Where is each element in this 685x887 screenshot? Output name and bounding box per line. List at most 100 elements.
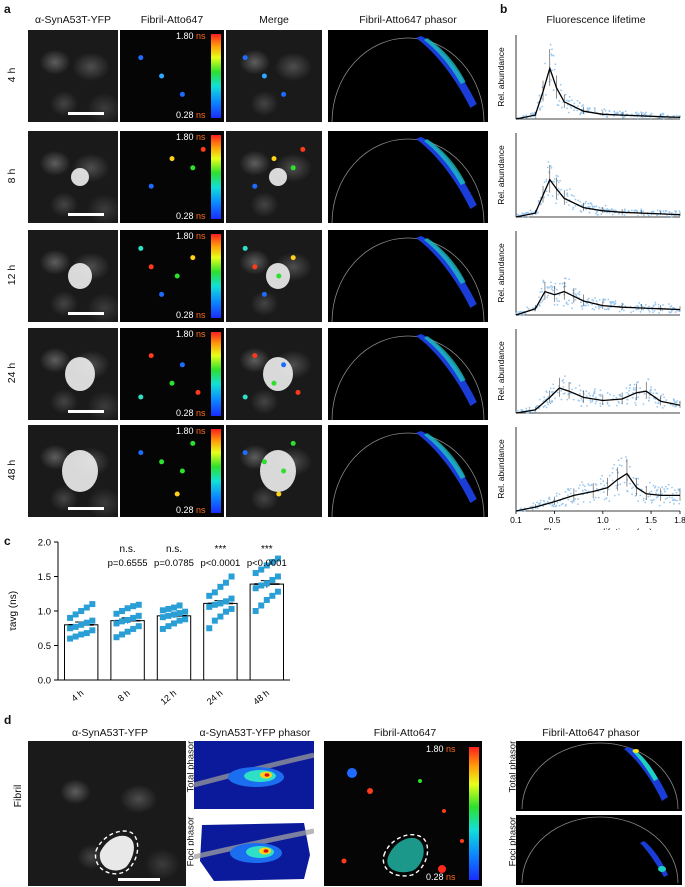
- scatter-point: [587, 297, 590, 300]
- scatter-point: [566, 192, 569, 195]
- scatter-point: [618, 464, 621, 467]
- scatter-point: [593, 391, 596, 394]
- scatter-point: [612, 301, 615, 304]
- scatter-point: [522, 313, 525, 316]
- scatter-point: [628, 465, 631, 468]
- data-point: [72, 611, 79, 618]
- scatter-point: [668, 311, 671, 313]
- scatter-point: [560, 503, 563, 506]
- scatter-point: [633, 383, 636, 386]
- scatter-point: [649, 117, 652, 120]
- scatter-point: [673, 502, 675, 505]
- scatter-point: [564, 277, 567, 280]
- y-axis-label: Rel. abundance: [496, 439, 506, 499]
- scatter-point: [524, 312, 527, 315]
- scatter-point: [636, 304, 638, 307]
- scatter-point: [670, 211, 673, 214]
- scatter-point: [547, 194, 550, 197]
- scatter-point: [542, 406, 545, 408]
- row-label-1: 8 h: [6, 168, 18, 184]
- scatter-point: [565, 99, 568, 102]
- scatter-point: [605, 497, 608, 499]
- scatter-point: [673, 489, 676, 492]
- data-point: [182, 608, 189, 615]
- scatter-point: [675, 491, 678, 494]
- mean-line: [515, 66, 681, 120]
- scatter-point: [627, 209, 630, 212]
- y-tick-label: 1.0: [38, 607, 51, 618]
- scatter-point: [634, 494, 637, 497]
- scatter-point: [659, 209, 662, 212]
- scatter-point: [572, 208, 574, 211]
- d-col-title-yfp: α-SynA53T-YFP: [71, 727, 149, 739]
- significance-mark: ***: [261, 544, 273, 555]
- data-point: [252, 570, 259, 577]
- scatter-point: [574, 498, 577, 500]
- data-point: [130, 614, 137, 621]
- scatter-point: [642, 499, 645, 502]
- colorbar-max-1: 1.80 ns: [176, 132, 206, 142]
- scatter-point: [661, 309, 664, 312]
- panel-d-label: d: [4, 713, 12, 727]
- scatter-point: [545, 391, 548, 394]
- colorbar-min-0: 0.28 ns: [176, 110, 206, 120]
- scatter-point: [551, 48, 553, 51]
- scatter-point: [589, 394, 591, 397]
- scatter-point: [674, 499, 677, 502]
- scatter-point: [652, 392, 655, 395]
- scatter-point: [672, 499, 675, 501]
- scatter-point: [617, 112, 619, 115]
- scatter-point: [546, 166, 549, 169]
- y-axis-label: Rel. abundance: [496, 47, 506, 107]
- scatter-point: [652, 484, 655, 487]
- scatter-point: [574, 387, 577, 389]
- scatter-point: [548, 498, 551, 501]
- data-point: [274, 573, 281, 580]
- scatter-point: [650, 490, 653, 493]
- data-point: [252, 585, 259, 592]
- data-point: [171, 604, 177, 611]
- scatter-point: [581, 105, 584, 108]
- data-point: [83, 619, 90, 626]
- scatter-point: [625, 387, 628, 390]
- data-point: [263, 562, 270, 569]
- scatter-point: [553, 68, 556, 71]
- scatter-point: [540, 287, 543, 290]
- scatter-point: [589, 501, 592, 504]
- scatter-point: [632, 486, 635, 489]
- scatter-point: [539, 291, 542, 294]
- scatter-point: [617, 493, 620, 496]
- fibril-image-2: [120, 230, 224, 322]
- scatter-point: [665, 399, 668, 402]
- scatter-point: [561, 106, 563, 109]
- scatter-point: [574, 293, 577, 296]
- colorbar-max-3: 1.80 ns: [176, 329, 206, 339]
- scatter-point: [622, 111, 625, 114]
- data-point: [176, 602, 183, 609]
- scatter-point: [585, 200, 587, 203]
- scatter-point: [567, 393, 570, 396]
- scatter-point: [615, 487, 618, 489]
- p-value: p=0.6555: [108, 558, 148, 569]
- scatter-point: [599, 405, 602, 408]
- histogram-0: Rel. abundance: [496, 35, 681, 120]
- scatter-point: [575, 294, 578, 297]
- scatter-point: [649, 494, 652, 497]
- d-fibril-foci-phasor: [516, 815, 682, 885]
- scatter-point: [588, 211, 591, 214]
- scatter-point: [538, 398, 541, 401]
- colorbar-3: [211, 332, 221, 416]
- scatter-point: [568, 489, 571, 492]
- col-title-fibril: Fibril-Atto647: [140, 14, 204, 26]
- scatter-point: [595, 300, 598, 303]
- scatter-point: [535, 406, 538, 408]
- scatter-point: [626, 489, 629, 492]
- scatter-point: [525, 212, 528, 215]
- panel-b-label: b: [500, 2, 508, 16]
- scatter-point: [540, 203, 543, 205]
- data-point: [263, 596, 270, 603]
- y-tick-label: 0.0: [38, 676, 51, 687]
- scatter-point: [591, 399, 594, 402]
- scatter-point: [615, 396, 618, 399]
- scatter-point: [595, 487, 598, 490]
